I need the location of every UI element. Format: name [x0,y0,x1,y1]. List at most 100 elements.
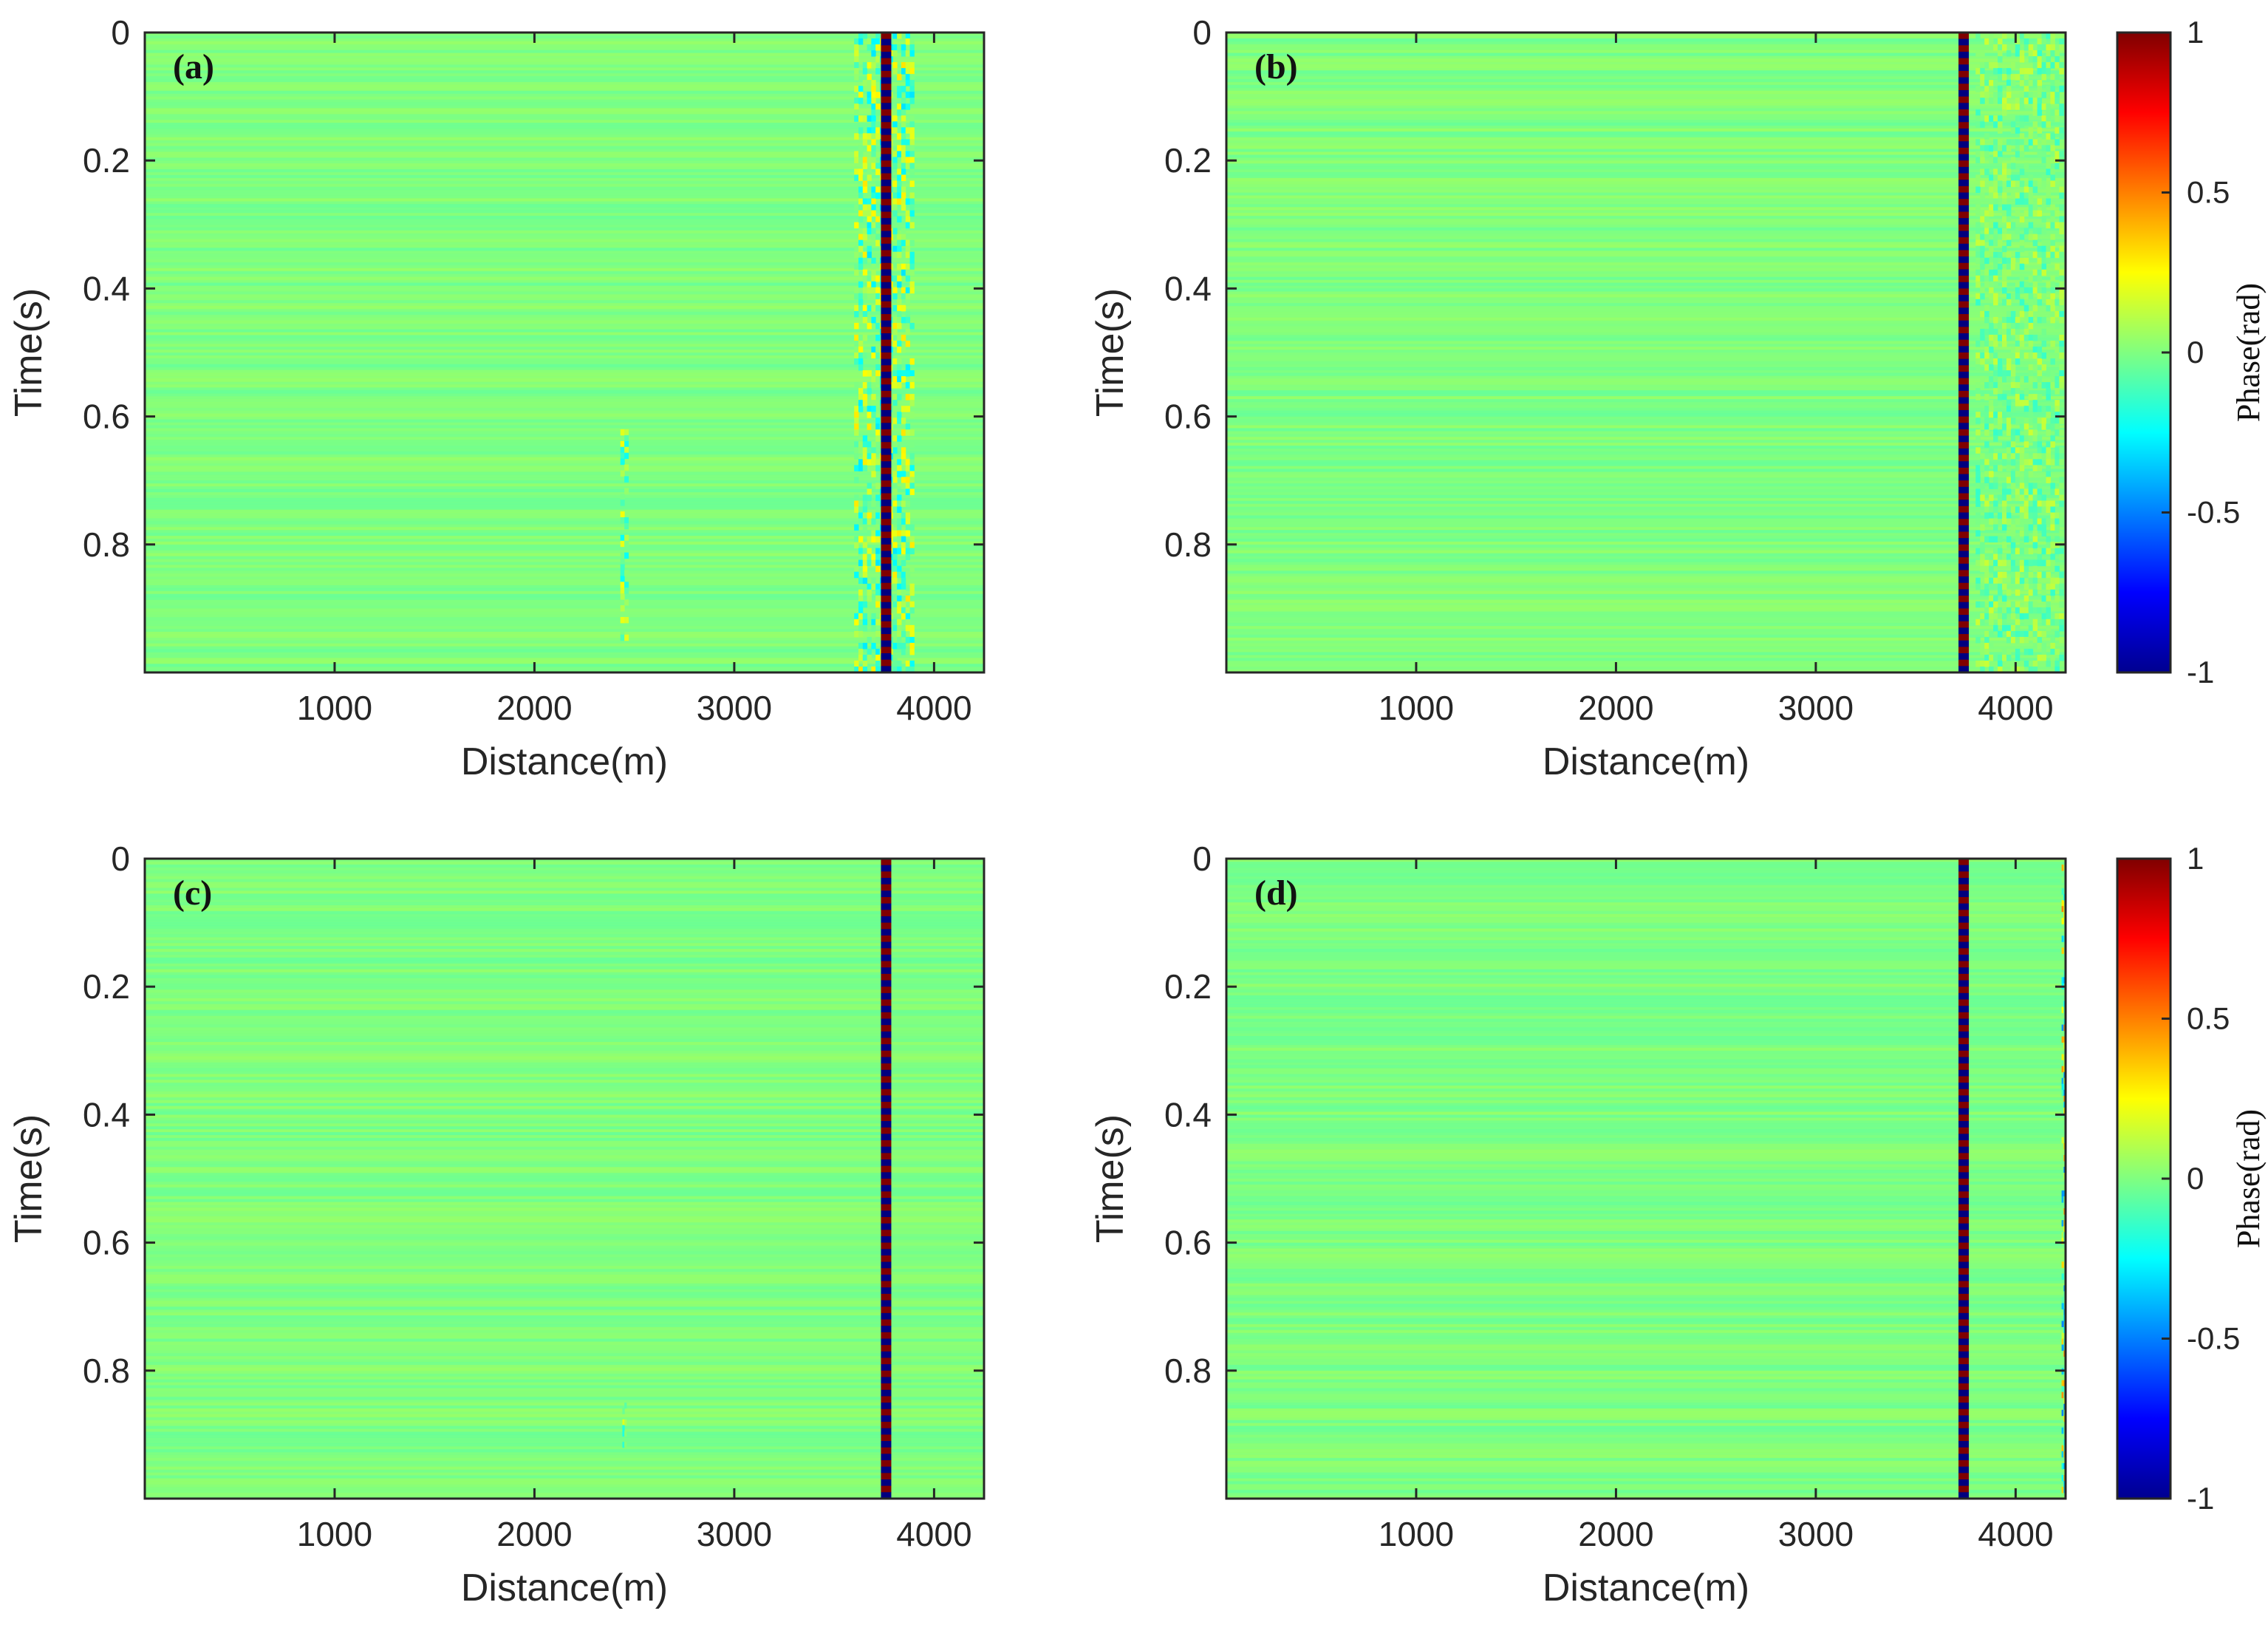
noise-cell [2050,180,2055,187]
noise-cell [2037,299,2043,306]
heatmap-row [145,306,984,310]
noise-cell [1993,483,1998,489]
heatmap-row [145,1260,984,1264]
heatmap-row [1226,876,2066,880]
heatmap-row [145,114,984,117]
heatmap-row [145,38,984,42]
noise-cell [2054,548,2060,555]
noise-cell [1998,239,2003,247]
heatmap-row [1226,568,2066,571]
noise-cell [909,382,915,389]
noise-cell [905,530,911,537]
noise-cell [2001,376,2007,383]
noise-cell [2032,624,2038,632]
noise-cell [901,133,906,140]
noise-cell [871,86,876,92]
noise-cell [2006,204,2012,211]
heatmap-row [145,1379,984,1383]
noise-cell [1998,168,2003,175]
stripe-cell [1958,397,1970,404]
noise-cell [867,488,872,495]
heatmap-row [1226,180,2066,185]
noise-cell [901,542,906,549]
noise-cell [867,198,872,205]
noise-cell [2054,512,2060,519]
noise-cell [854,245,859,253]
heatmap-row [145,1126,984,1130]
stripe-cell [881,358,892,366]
noise-cell [620,593,625,600]
noise-cell [2006,512,2012,519]
noise-cell [2010,524,2016,531]
heatmap-row [1226,1475,2066,1479]
heatmap-row [1226,297,2066,301]
noise-cell [854,168,859,175]
noise-cell [897,304,902,312]
noise-cell [2050,210,2055,217]
noise-cell [1998,548,2003,555]
stripe-cell [881,211,892,219]
heatmap-row [1226,1053,2066,1057]
heatmap-row [145,308,984,313]
noise-cell [2023,74,2029,81]
noise-cell [1975,619,1981,626]
noise-cell [1984,571,1989,579]
noise-cell [1993,263,1998,270]
noise-cell [2041,56,2046,63]
heatmap-row [1226,177,2066,182]
stripe-cell [1958,365,1970,372]
heatmap-row [1226,78,2066,83]
heatmap-row [145,573,984,577]
stripe-cell [1958,84,1970,91]
heatmap-row [145,335,984,338]
heatmap-row [1226,1227,2066,1232]
heatmap-row [1226,186,2066,191]
noise-cell [2050,370,2055,377]
noise-cell [854,322,859,330]
heatmap-row [1226,437,2066,440]
noise-cell [2023,477,2029,483]
noise-cell [620,446,625,454]
noise-cell [1980,62,1985,69]
noise-cell [875,565,881,573]
noise-cell [2061,1107,2064,1114]
stripe-cell [1958,141,1970,149]
heatmap-row [145,350,984,353]
noise-cell [901,589,906,596]
stripe-cell [1958,916,1970,924]
noise-cell [2019,352,2025,359]
stripe-cell [881,1249,892,1256]
heatmap-row [1226,131,2066,135]
noise-cell [2019,565,2025,573]
noise-cell [2010,370,2016,377]
stripe-cell [1958,1268,1970,1275]
noise-cell [2054,666,2060,672]
noise-cell [875,109,881,116]
noise-cell [2041,92,2046,98]
heatmap-row [1226,1173,2066,1176]
noise-cell [858,553,864,561]
heatmap-row [1226,1091,2066,1095]
heatmap-row [145,1466,984,1471]
heatmap-row [145,454,984,458]
noise-cell [2028,394,2034,401]
heatmap-row [145,1227,984,1232]
noise-cell [858,38,864,45]
noise-cell [2061,1356,2064,1363]
noise-cell [2010,548,2016,555]
noise-cell [875,619,881,626]
heatmap-row [145,460,984,464]
heatmap-row [145,87,984,92]
heatmap-row [145,251,984,254]
noise-cell [862,251,868,259]
noise-cell [2001,174,2007,181]
noise-cell [1998,412,2003,418]
noise-cell [2032,109,2038,116]
noise-cell [1984,654,1989,661]
heatmap-row [1226,1403,2066,1406]
noise-cell [2010,293,2016,300]
heatmap-row [145,1403,984,1406]
stripe-cell [1958,1332,1970,1339]
noise-cell [1993,536,1998,543]
noise-cell [1975,358,1981,365]
